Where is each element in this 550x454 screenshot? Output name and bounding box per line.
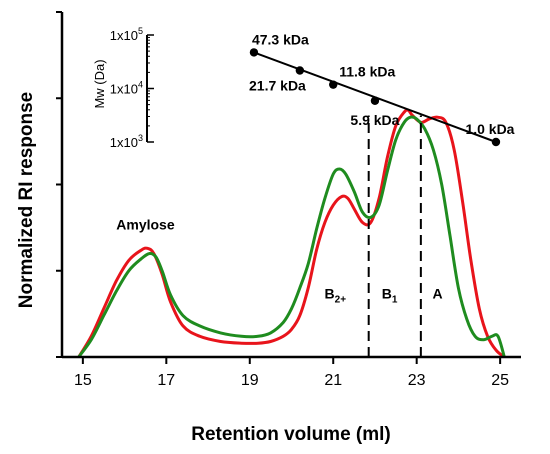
- calibration-point: [491, 137, 501, 147]
- inset-tick-label: 1x103: [110, 133, 143, 150]
- x-axis-title: Retention volume (ml): [191, 424, 391, 445]
- inset-tick-label: 1x104: [110, 80, 143, 97]
- inset-chart: 1x105 1x104 1x103 Mw (Da) 47.3 kDa 21.7 kDa 11…: [92, 26, 515, 150]
- calibration-label: 47.3 kDa: [252, 31, 309, 47]
- annotation-subscript: 2+: [335, 294, 347, 305]
- inset-tick-label: 1x105: [110, 26, 143, 43]
- x-tick-label: 15: [74, 372, 92, 389]
- x-tick-label: 17: [157, 372, 175, 389]
- calibration-label: 11.8 kDa: [339, 64, 395, 80]
- peak-annotation-3: B1: [382, 285, 398, 305]
- tick-exponent: 3: [138, 133, 143, 143]
- tick-exponent: 5: [138, 26, 143, 36]
- calibration-label: 5.9 kDa: [350, 112, 399, 128]
- calibration-point: [249, 48, 259, 57]
- peak-annotation-4: A: [432, 285, 442, 301]
- y-axis-title: Normalized RI response: [16, 92, 37, 308]
- series-line-1: [77, 108, 506, 359]
- peak-annotation-2: B2+: [325, 285, 347, 305]
- calibration-label: 1.0 kDa: [465, 121, 514, 137]
- annotations-layer: Amylose B2+ B1 A: [116, 216, 442, 305]
- inset-y-axis-title: Mw (Da): [92, 59, 107, 108]
- x-tick-label: 21: [324, 372, 342, 389]
- calibration-point: [370, 96, 380, 105]
- calibration-point: [329, 80, 338, 89]
- divider-lines: [367, 115, 422, 357]
- x-tick-label: 23: [408, 372, 426, 389]
- calibration-point: [295, 66, 305, 75]
- annotation-subscript: 1: [392, 294, 398, 305]
- calibration-label: 21.7 kDa: [249, 77, 306, 93]
- peak-annotation-1: Amylose: [116, 216, 175, 232]
- series-line-2: [77, 115, 506, 358]
- x-tick-label: 25: [491, 372, 509, 389]
- curves-layer: [77, 108, 506, 359]
- axes-layer: 15 17 19 21 23 25: [56, 11, 509, 389]
- x-tick-label: 19: [241, 372, 259, 389]
- tick-exponent: 4: [138, 80, 143, 90]
